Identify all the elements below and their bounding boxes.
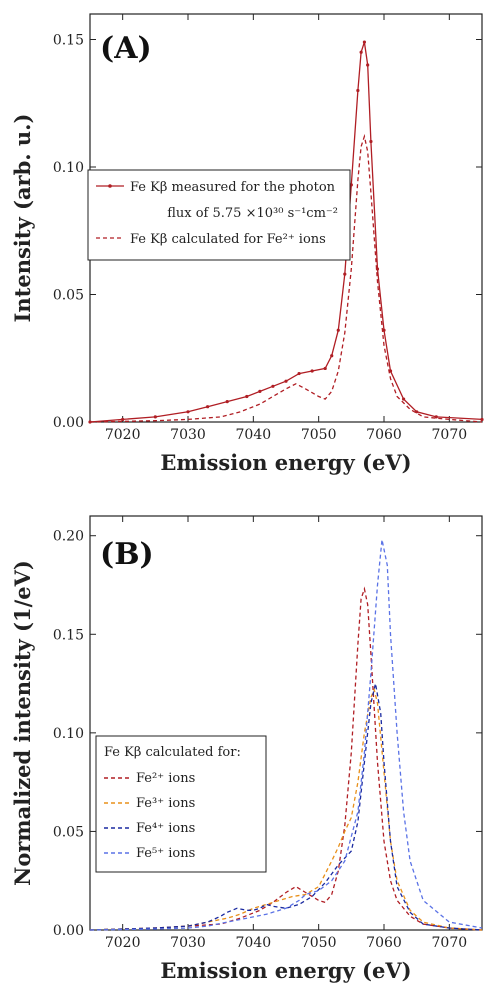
- y-tick-label: 0.15: [53, 627, 84, 643]
- panel-a-legend: Fe Kβ measured for the photon flux of 5.…: [87, 169, 351, 261]
- x-tick-label: 7030: [170, 427, 206, 443]
- panel-b-legend: Fe Kβ calculated for: Fe²⁺ ions Fe³⁺ ions…: [95, 735, 267, 873]
- panel-a: (A) 7020 7030 7040 7050 7060 7070 0.00 0.05 0.1…: [10, 13, 484, 475]
- x-tick-label: 7070: [432, 935, 468, 951]
- x-tick-label: 7040: [236, 935, 272, 951]
- x-tick-label: 7050: [301, 427, 337, 443]
- data-point: [343, 272, 347, 276]
- y-tick-label: 0.00: [53, 415, 84, 431]
- y-tick-label: 0.05: [53, 288, 84, 304]
- data-point: [359, 50, 363, 54]
- x-tick-label: 7040: [236, 427, 272, 443]
- series-line-4: [89, 539, 483, 931]
- y-tick-label: 0.20: [53, 529, 84, 545]
- x-tick-label: 7020: [105, 427, 141, 443]
- panel-a-x-ticks: 7020 7030 7040 7050 7060 7070: [105, 14, 467, 443]
- series-line-1: [89, 586, 483, 931]
- data-point: [349, 183, 353, 187]
- x-tick-label: 7060: [366, 935, 402, 951]
- series-line-3: [89, 683, 483, 931]
- legend-measured-marker: [108, 184, 112, 188]
- legend-measured-line2: flux of 5.75 ×10³⁰ s⁻¹cm⁻²: [167, 206, 338, 221]
- panel-b-plot-frame: [89, 515, 483, 931]
- series-line-2: [89, 687, 483, 931]
- panel-a-y-axis-label: Intensity (arb. u.): [10, 114, 35, 323]
- data-point: [415, 410, 419, 414]
- data-point: [121, 417, 125, 422]
- data-point: [258, 389, 262, 393]
- data-point: [330, 354, 334, 358]
- panel-b-legend-title: Fe Kβ calculated for:: [104, 745, 241, 760]
- panel-a-x-axis-label: Emission energy (eV): [160, 450, 411, 475]
- data-point: [284, 379, 288, 383]
- series-line-2: [89, 133, 483, 423]
- data-point: [323, 366, 327, 371]
- x-tick-label: 7020: [105, 935, 141, 951]
- data-point: [382, 328, 386, 332]
- data-point: [366, 63, 370, 67]
- data-point: [356, 88, 360, 93]
- legend-label-3: Fe⁴⁺ ions: [136, 821, 195, 836]
- panel-b-label: (B): [100, 537, 154, 572]
- data-point: [271, 384, 275, 388]
- x-tick-label: 7060: [366, 427, 402, 443]
- data-point: [153, 415, 157, 419]
- data-point: [206, 405, 210, 409]
- panel-b-x-ticks: 7020 7030 7040 7050 7060 7070: [105, 516, 467, 951]
- panel-a-series: [88, 40, 484, 424]
- data-point: [402, 397, 406, 401]
- y-tick-label: 0.15: [53, 33, 84, 49]
- legend-label-1: Fe²⁺ ions: [136, 771, 195, 786]
- panel-a-legend-box: [87, 169, 351, 261]
- legend-label-4: Fe⁵⁺ ions: [136, 846, 195, 861]
- data-point: [225, 400, 229, 404]
- legend-measured-line1: Fe Kβ measured for the photon: [130, 180, 336, 195]
- panel-b: (B) 7020 7030 7040 7050 7060 7070 0.00 0.05 0.1…: [10, 515, 483, 983]
- y-tick-label: 0.05: [53, 824, 84, 840]
- panel-b-x-axis-label: Emission energy (eV): [160, 958, 411, 983]
- data-point: [369, 139, 373, 144]
- panel-b-legend-items: Fe²⁺ ions Fe³⁺ ions Fe⁴⁺ ions Fe⁵⁺ ions: [104, 771, 195, 861]
- panel-a-label: (A): [100, 31, 152, 66]
- y-tick-label: 0.10: [53, 160, 84, 176]
- data-point: [186, 410, 190, 414]
- data-point: [362, 40, 366, 44]
- legend-label-2: Fe³⁺ ions: [136, 796, 195, 811]
- data-point: [336, 328, 340, 332]
- x-tick-label: 7030: [170, 935, 206, 951]
- y-tick-label: 0.10: [53, 726, 84, 742]
- x-tick-label: 7070: [432, 427, 468, 443]
- data-point: [297, 371, 301, 376]
- data-point: [245, 394, 249, 399]
- data-point: [434, 415, 438, 419]
- legend-calculated-label: Fe Kβ calculated for Fe²⁺ ions: [130, 232, 326, 247]
- y-tick-label: 0.00: [53, 923, 84, 939]
- data-point: [480, 417, 484, 422]
- panel-b-y-ticks: 0.00 0.05 0.10 0.15 0.20: [53, 529, 482, 939]
- panel-b-y-axis-label: Normalized intensity (1/eV): [10, 560, 35, 886]
- panel-b-legend-box: [95, 735, 267, 873]
- data-point: [310, 369, 314, 373]
- panel-a-y-ticks: 0.00 0.05 0.10 0.15: [53, 33, 482, 431]
- x-tick-label: 7050: [301, 935, 337, 951]
- panel-b-series: [89, 539, 483, 931]
